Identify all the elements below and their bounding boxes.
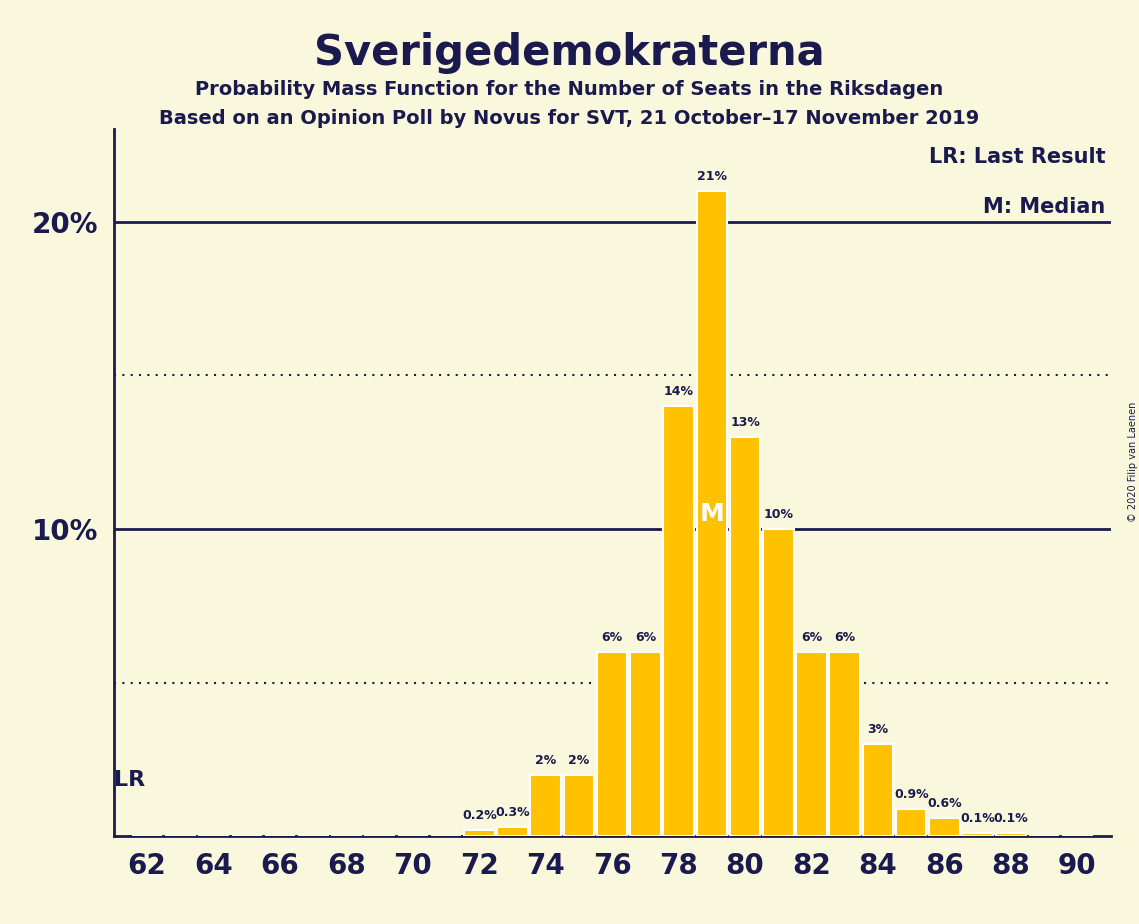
Bar xyxy=(962,833,993,836)
Bar xyxy=(730,437,761,836)
Text: LR: LR xyxy=(114,770,145,790)
Text: Based on an Opinion Poll by Novus for SVT, 21 October–17 November 2019: Based on an Opinion Poll by Novus for SV… xyxy=(159,109,980,128)
Text: © 2020 Filip van Laenen: © 2020 Filip van Laenen xyxy=(1129,402,1138,522)
Text: 2%: 2% xyxy=(568,754,590,767)
Text: 6%: 6% xyxy=(801,631,822,644)
Bar xyxy=(498,827,527,836)
Text: 6%: 6% xyxy=(834,631,855,644)
Text: Sverigedemokraterna: Sverigedemokraterna xyxy=(314,32,825,74)
Text: 0.1%: 0.1% xyxy=(993,812,1029,825)
Bar xyxy=(597,651,628,836)
Text: 0.3%: 0.3% xyxy=(495,807,530,820)
Bar xyxy=(464,830,494,836)
Text: 3%: 3% xyxy=(868,723,888,736)
Bar xyxy=(763,529,794,836)
Text: 13%: 13% xyxy=(730,416,760,429)
Text: 6%: 6% xyxy=(601,631,623,644)
Bar xyxy=(531,774,562,836)
Bar xyxy=(697,191,727,836)
Bar xyxy=(829,651,860,836)
Bar xyxy=(929,818,960,836)
Bar xyxy=(896,808,926,836)
Bar xyxy=(796,651,827,836)
Text: 0.1%: 0.1% xyxy=(960,812,995,825)
Text: 14%: 14% xyxy=(664,385,694,398)
Text: 0.9%: 0.9% xyxy=(894,788,928,801)
Text: 0.6%: 0.6% xyxy=(927,797,961,810)
Bar xyxy=(564,774,595,836)
Text: 21%: 21% xyxy=(697,170,727,183)
Bar xyxy=(862,744,893,836)
Text: Probability Mass Function for the Number of Seats in the Riksdagen: Probability Mass Function for the Number… xyxy=(196,80,943,100)
Bar xyxy=(630,651,661,836)
Text: 6%: 6% xyxy=(634,631,656,644)
Bar xyxy=(663,406,694,836)
Text: M: Median: M: Median xyxy=(983,197,1106,216)
Text: 10%: 10% xyxy=(763,508,794,521)
Text: M: M xyxy=(699,502,724,526)
Bar xyxy=(995,833,1026,836)
Text: LR: Last Result: LR: Last Result xyxy=(929,147,1106,167)
Text: 0.2%: 0.2% xyxy=(462,809,497,822)
Text: 2%: 2% xyxy=(535,754,556,767)
